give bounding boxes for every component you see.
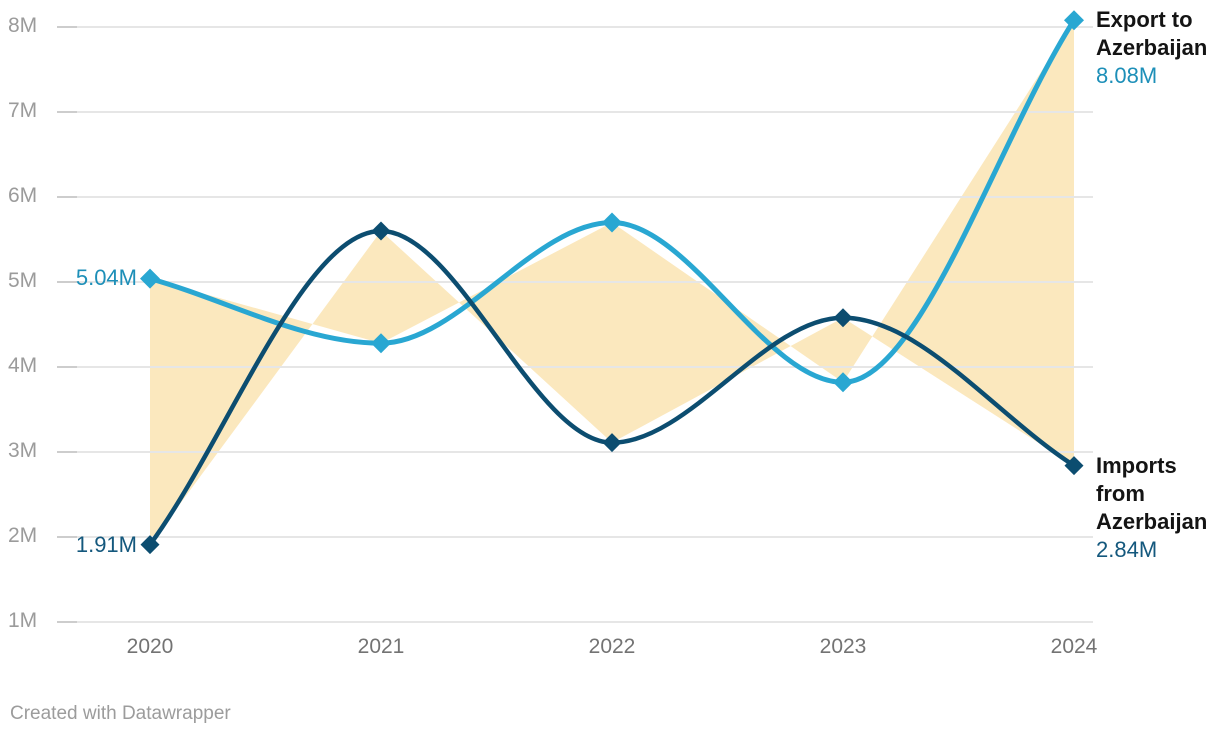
marker-export-2022[interactable] — [602, 212, 622, 233]
x-tick-label-2022: 2022 — [588, 635, 636, 658]
start-value-label-export: 5.04M — [75, 265, 137, 290]
marker-imports-2024[interactable] — [1064, 456, 1084, 476]
marker-export-2023[interactable] — [833, 372, 853, 393]
marker-imports-2022[interactable] — [602, 433, 622, 453]
y-tick-label-6M: 6M — [8, 184, 38, 207]
series-name-export: Export to Azerbaijan — [1096, 7, 1208, 60]
y-tick-label-5M: 5M — [8, 269, 38, 292]
series-end-label-imports: Imports from Azerbaijan 2.84M — [1096, 452, 1216, 564]
line-export[interactable] — [147, 17, 1077, 385]
y-tick-label-7M: 7M — [8, 99, 38, 122]
marker-export-2021[interactable] — [371, 333, 391, 354]
marker-imports-2023[interactable] — [833, 308, 853, 328]
x-tick-label-2023: 2023 — [819, 635, 867, 658]
marker-export-2020[interactable] — [140, 268, 160, 289]
datawrapper-attribution-link[interactable]: Created with Datawrapper — [10, 703, 231, 724]
x-tick-label-2024: 2024 — [1050, 635, 1098, 658]
line-imports[interactable] — [147, 228, 1077, 547]
y-tick-label-8M: 8M — [8, 14, 38, 37]
y-tick-label-3M: 3M — [8, 439, 38, 462]
series-name-imports: Imports from Azerbaijan — [1096, 453, 1208, 534]
series-end-label-export: Export to Azerbaijan 8.08M — [1096, 6, 1216, 90]
marker-export-2024[interactable] — [1064, 10, 1084, 31]
y-tick-label-4M: 4M — [8, 354, 38, 377]
y-tick-label-2M: 2M — [8, 524, 38, 547]
x-tick-label-2021: 2021 — [357, 635, 405, 658]
series-end-value-export: 8.08M — [1096, 63, 1158, 88]
marker-imports-2020[interactable] — [140, 535, 160, 555]
start-value-label-imports: 1.91M — [75, 532, 137, 557]
x-tick-label-2020: 2020 — [126, 635, 174, 658]
y-tick-label-1M: 1M — [8, 609, 38, 632]
series-end-value-imports: 2.84M — [1096, 537, 1158, 562]
marker-imports-2021[interactable] — [371, 221, 391, 241]
